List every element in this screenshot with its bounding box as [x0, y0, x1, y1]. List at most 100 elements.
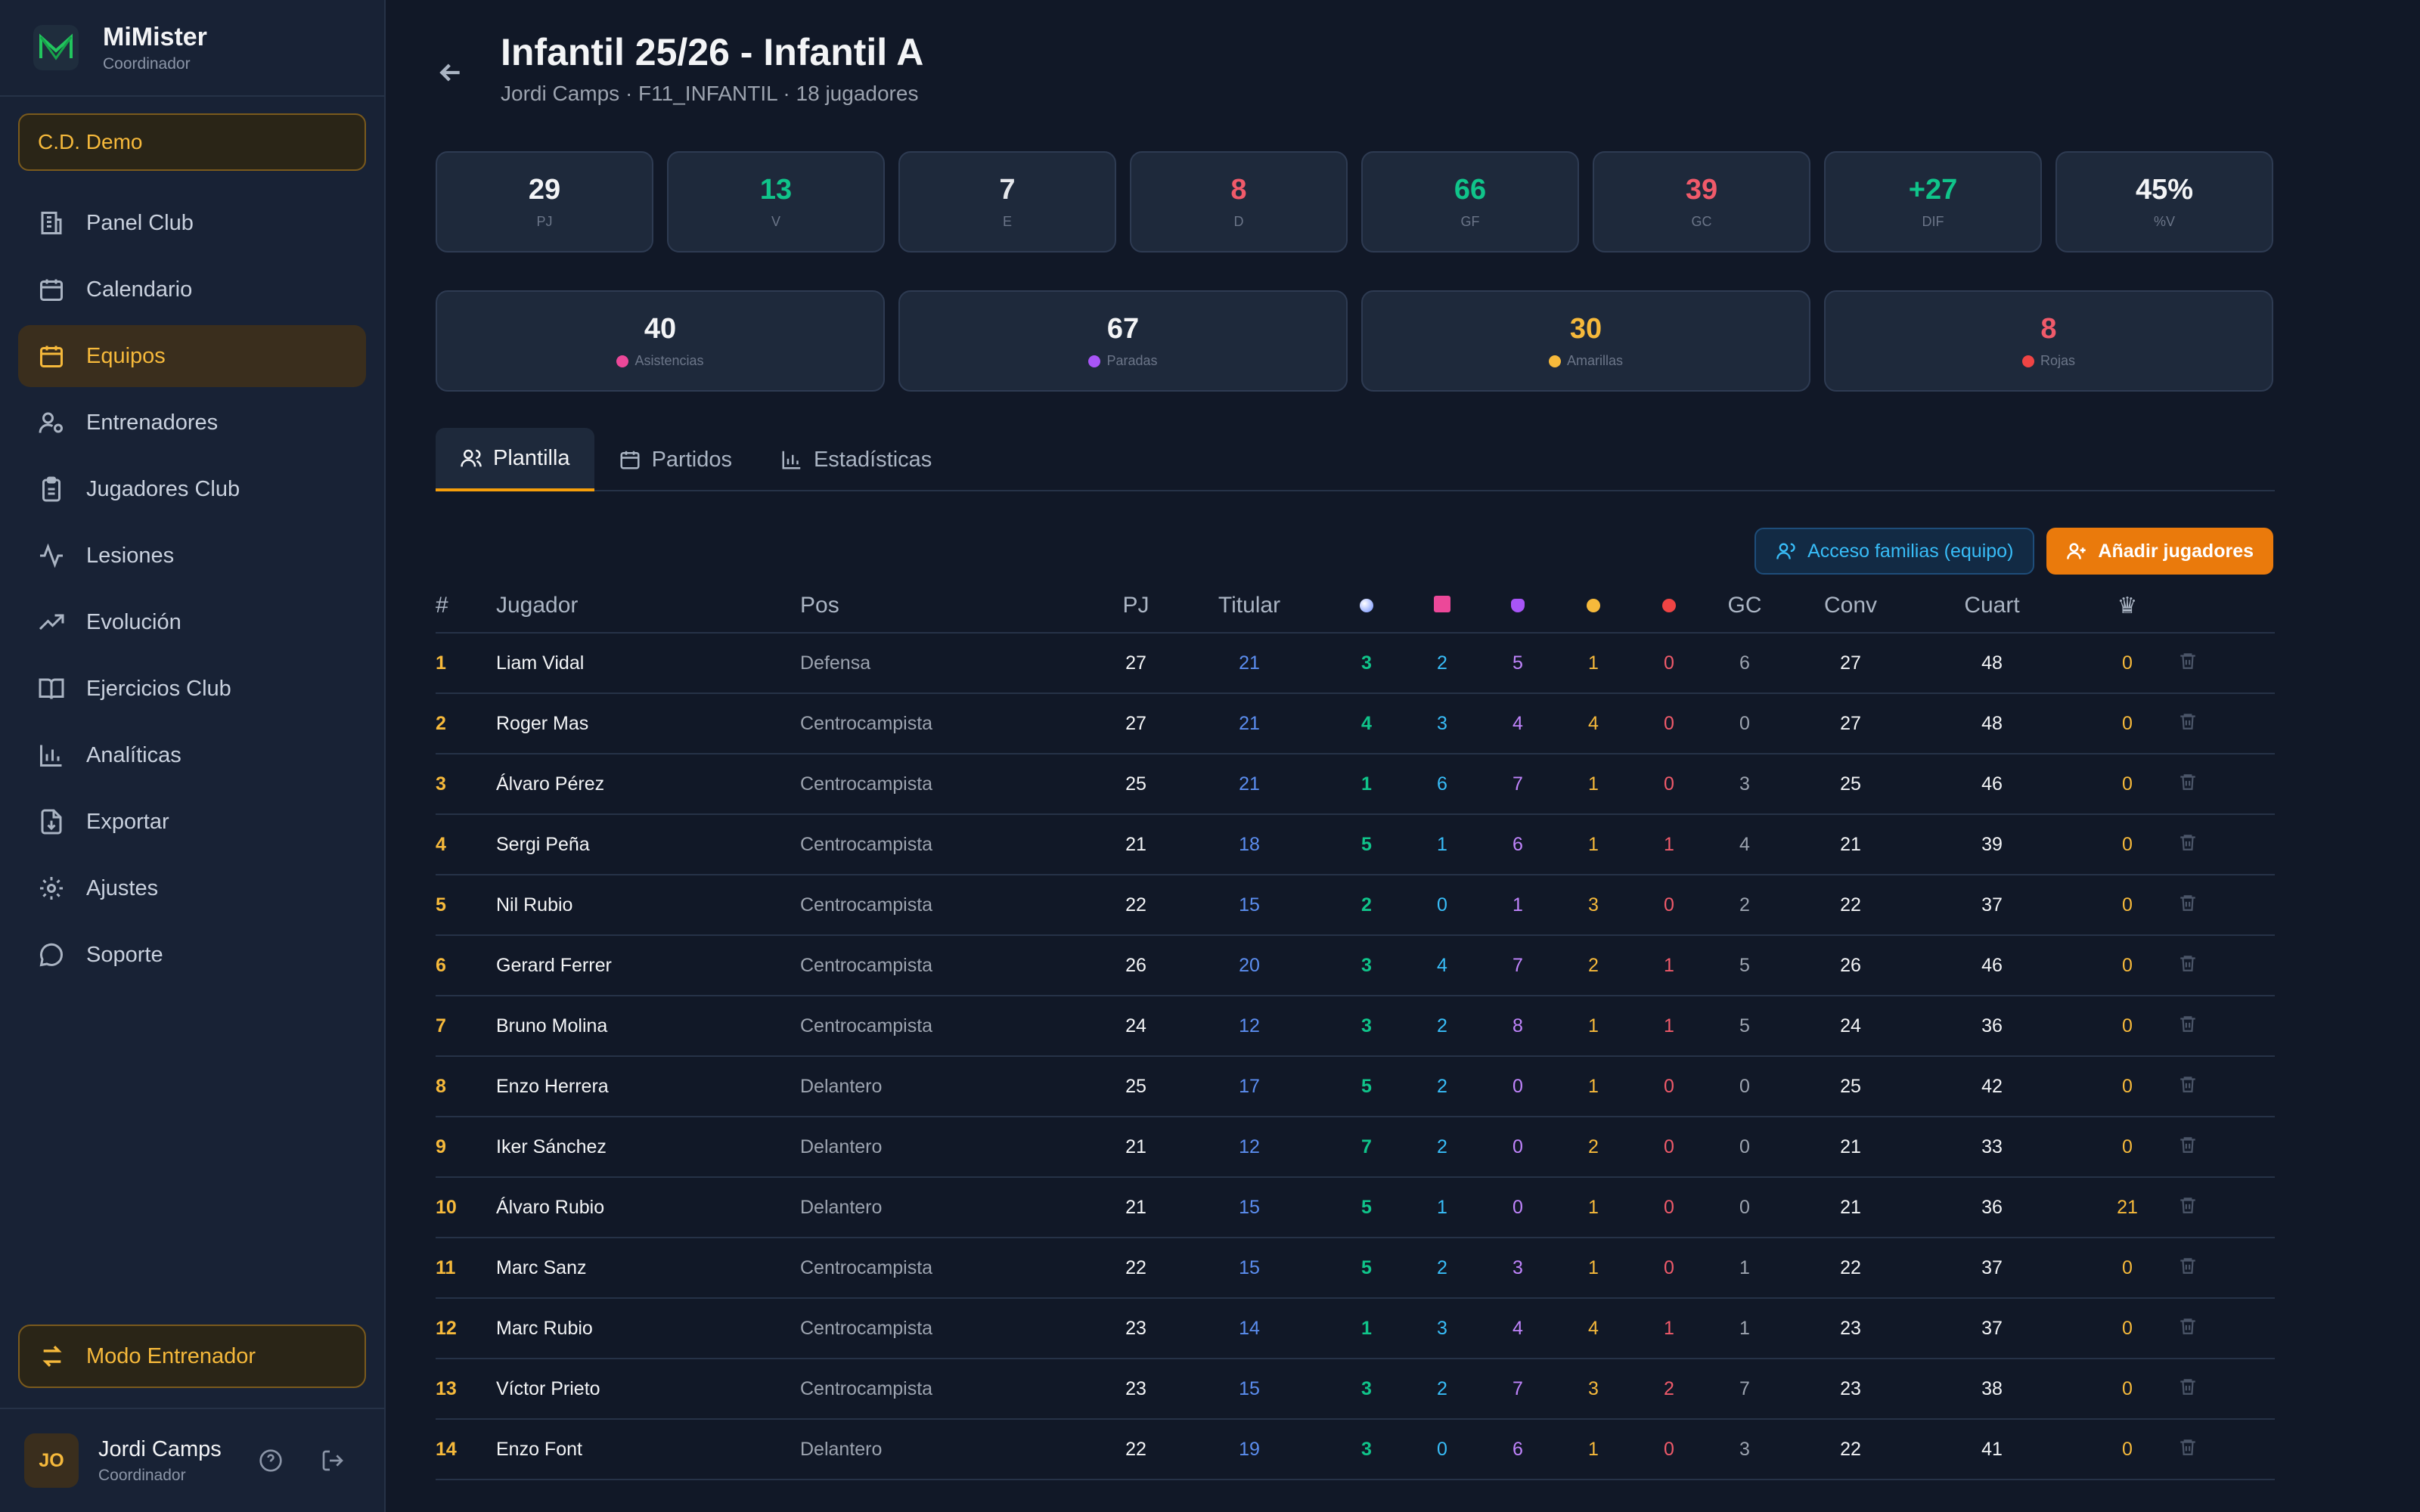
assists-icon[interactable] [1393, 593, 1491, 618]
family-access-button[interactable]: Acceso familias (equipo) [1754, 528, 2035, 575]
stat-card: 39 GC [1593, 151, 1810, 253]
player-name[interactable]: Nil Rubio [496, 894, 573, 916]
sidebar-item-jugadores-club[interactable]: Jugadores Club [18, 458, 366, 520]
delete-button[interactable] [2178, 893, 2223, 918]
table-row[interactable]: 5 Nil Rubio Centrocampista 22 15 2 0 1 3 0 2 22 37 0 [436, 875, 2275, 936]
tab-partidos[interactable]: Partidos [594, 428, 756, 491]
sidebar-item-panel-club[interactable]: Panel Club [18, 192, 366, 254]
col-position[interactable]: Pos [800, 593, 839, 618]
avatar[interactable]: JO [24, 1433, 79, 1488]
delete-button[interactable] [2178, 1316, 2223, 1341]
table-row[interactable]: 3 Álvaro Pérez Centrocampista 25 21 1 6 7 1 0 3 25 4… [436, 754, 2275, 815]
col-cuart[interactable]: Cuart [1964, 593, 2020, 618]
table-row[interactable]: 2 Roger Mas Centrocampista 27 21 4 3 4 4 0 0 27 48 0 [436, 694, 2275, 754]
cell-gc: 0 [1739, 712, 1750, 734]
col-titular[interactable]: Titular [1218, 593, 1281, 618]
delete-button[interactable] [2178, 1437, 2223, 1462]
red-card-icon[interactable] [1643, 593, 1696, 618]
player-name[interactable]: Álvaro Rubio [496, 1196, 605, 1218]
col-player[interactable]: Jugador [496, 593, 579, 618]
player-name[interactable]: Enzo Herrera [496, 1075, 609, 1097]
table-row[interactable]: 11 Marc Sanz Centrocampista 22 15 5 2 3 1 0 1 22 37 0 [436, 1238, 2275, 1299]
table-row[interactable]: 1 Liam Vidal Defensa 27 21 3 2 5 1 0 6 27 48 0 [436, 634, 2275, 694]
sidebar-item-equipos[interactable]: Equipos [18, 325, 366, 387]
sidebar-item-analiticas[interactable]: Analíticas [18, 724, 366, 786]
delete-button[interactable] [2178, 651, 2223, 676]
delete-button[interactable] [2178, 1256, 2223, 1281]
table-row[interactable]: 14 Enzo Font Delantero 22 19 3 0 6 1 0 3 22 41 0 [436, 1420, 2275, 1480]
cell-mvp: 21 [2117, 1196, 2138, 1218]
player-name[interactable]: Liam Vidal [496, 652, 585, 674]
player-name[interactable]: Marc Sanz [496, 1256, 587, 1278]
add-players-button[interactable]: Añadir jugadores [2046, 528, 2273, 575]
delete-button[interactable] [2178, 711, 2223, 736]
sidebar-item-soporte[interactable]: Soporte [18, 924, 366, 986]
cell-cuart: 46 [1981, 773, 2003, 795]
player-name[interactable]: Sergi Peña [496, 833, 590, 855]
cell-yellow: 3 [1588, 894, 1599, 916]
table-row[interactable]: 12 Marc Rubio Centrocampista 23 14 1 3 4 4 1 1 23 37… [436, 1299, 2275, 1359]
saves-icon[interactable] [1491, 593, 1544, 618]
table-row[interactable]: 13 Víctor Prieto Centrocampista 23 15 3 2 7 3 2 7 2… [436, 1359, 2275, 1420]
col-number[interactable]: # [436, 593, 448, 618]
sidebar-item-lesiones[interactable]: Lesiones [18, 525, 366, 587]
tab-estadisticas[interactable]: Estadísticas [756, 428, 956, 491]
trash-icon [2180, 713, 2195, 730]
delete-button[interactable] [2178, 1074, 2223, 1099]
player-name[interactable]: Iker Sánchez [496, 1136, 607, 1157]
delete-button[interactable] [2178, 1014, 2223, 1039]
tab-plantilla[interactable]: Plantilla [436, 428, 594, 491]
crown-icon[interactable]: ♛ [2117, 593, 2138, 618]
delete-button[interactable] [2178, 953, 2223, 978]
delete-button[interactable] [2178, 832, 2223, 857]
yellow-card-icon[interactable] [1544, 593, 1643, 618]
player-name[interactable]: Marc Rubio [496, 1317, 593, 1339]
delete-button[interactable] [2178, 1135, 2223, 1160]
stat-card: 66 GF [1361, 151, 1579, 253]
cell-goals: 5 [1361, 833, 1372, 855]
cell-cuart: 42 [1981, 1075, 2003, 1097]
cell-saves: 7 [1512, 773, 1523, 795]
table-row[interactable]: 7 Bruno Molina Centrocampista 24 12 3 2 8 1 1 5 24 3… [436, 996, 2275, 1057]
cell-pj: 21 [1125, 1196, 1146, 1218]
player-name[interactable]: Víctor Prieto [496, 1377, 600, 1399]
col-conv[interactable]: Conv [1823, 593, 1878, 618]
player-name[interactable]: Enzo Font [496, 1438, 582, 1460]
table-row[interactable]: 8 Enzo Herrera Delantero 25 17 5 2 0 1 0 0 25 42 0 [436, 1057, 2275, 1117]
sidebar-item-exportar[interactable]: Exportar [18, 791, 366, 853]
goals-icon[interactable] [1340, 593, 1393, 618]
col-pj[interactable]: PJ [1122, 593, 1150, 618]
sidebar-item-evolucion[interactable]: Evolución [18, 591, 366, 653]
cell-goals: 3 [1361, 1377, 1372, 1399]
brand[interactable]: MiMister Coordinador [0, 0, 384, 97]
sidebar-item-calendario[interactable]: Calendario [18, 259, 366, 321]
delete-button[interactable] [2178, 772, 2223, 797]
back-button[interactable] [436, 57, 475, 97]
player-name[interactable]: Álvaro Pérez [496, 773, 605, 795]
player-name[interactable]: Bruno Molina [496, 1015, 608, 1036]
table-row[interactable]: 4 Sergi Peña Centrocampista 21 18 5 1 6 1 1 4 21 39 0 [436, 815, 2275, 875]
trash-icon [2180, 1197, 2195, 1213]
delete-button[interactable] [2178, 1195, 2223, 1220]
stats-row-secondary: 40 Asistencias 67 Paradas 30 Amarillas 8 Rojas [436, 290, 2273, 392]
player-number: 9 [436, 1136, 446, 1157]
delete-button[interactable] [2178, 1377, 2223, 1402]
sidebar-item-ajustes[interactable]: Ajustes [18, 857, 366, 919]
logout-icon[interactable] [321, 1448, 345, 1473]
tab-label: Plantilla [493, 445, 570, 470]
col-gc[interactable]: GC [1727, 593, 1762, 618]
table-row[interactable]: 6 Gerard Ferrer Centrocampista 26 20 3 4 7 2 1 5 26… [436, 936, 2275, 996]
sidebar-item-entrenadores[interactable]: Entrenadores [18, 392, 366, 454]
cell-conv: 25 [1840, 1075, 1861, 1097]
coach-mode-button[interactable]: Modo Entrenador [18, 1325, 366, 1388]
cell-titular: 18 [1239, 833, 1260, 855]
cell-pj: 23 [1125, 1377, 1146, 1399]
player-name[interactable]: Roger Mas [496, 712, 589, 734]
club-selector[interactable]: C.D. Demo [18, 113, 366, 171]
help-icon[interactable] [259, 1448, 283, 1473]
table-row[interactable]: 9 Iker Sánchez Delantero 21 12 7 2 0 2 0 0 21 33 0 [436, 1117, 2275, 1178]
player-name[interactable]: Gerard Ferrer [496, 954, 612, 976]
activity-icon [40, 543, 63, 569]
table-row[interactable]: 10 Álvaro Rubio Delantero 21 15 5 1 0 1 0 0 21 36 21 [436, 1178, 2275, 1238]
sidebar-item-ejercicios-club[interactable]: Ejercicios Club [18, 658, 366, 720]
